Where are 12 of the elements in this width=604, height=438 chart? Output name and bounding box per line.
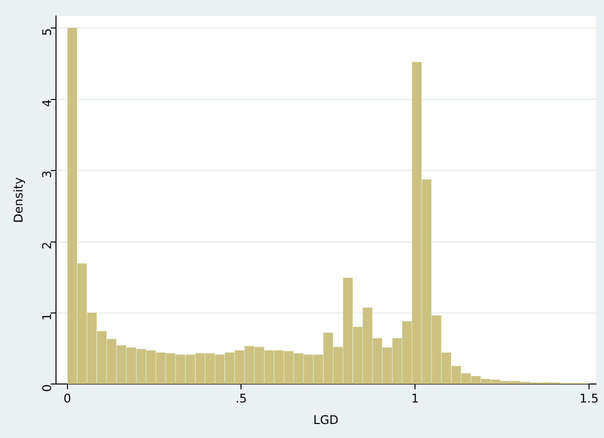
x-tick-label: 0 xyxy=(63,392,72,406)
y-axis-title: Density xyxy=(11,177,26,223)
x-axis-title: LGD xyxy=(313,412,339,427)
y-tick-label: 3 xyxy=(40,170,54,178)
y-tick-label: 5 xyxy=(40,28,54,36)
x-tick-label: .5 xyxy=(235,392,247,406)
x-tick-label: 1.5 xyxy=(579,392,599,406)
y-tick-label: 0 xyxy=(40,384,54,392)
x-tick-label: 1 xyxy=(411,392,419,406)
y-tick-label: 4 xyxy=(40,99,54,107)
y-tick-label: 2 xyxy=(40,242,54,250)
y-tick-label: 1 xyxy=(40,312,54,321)
